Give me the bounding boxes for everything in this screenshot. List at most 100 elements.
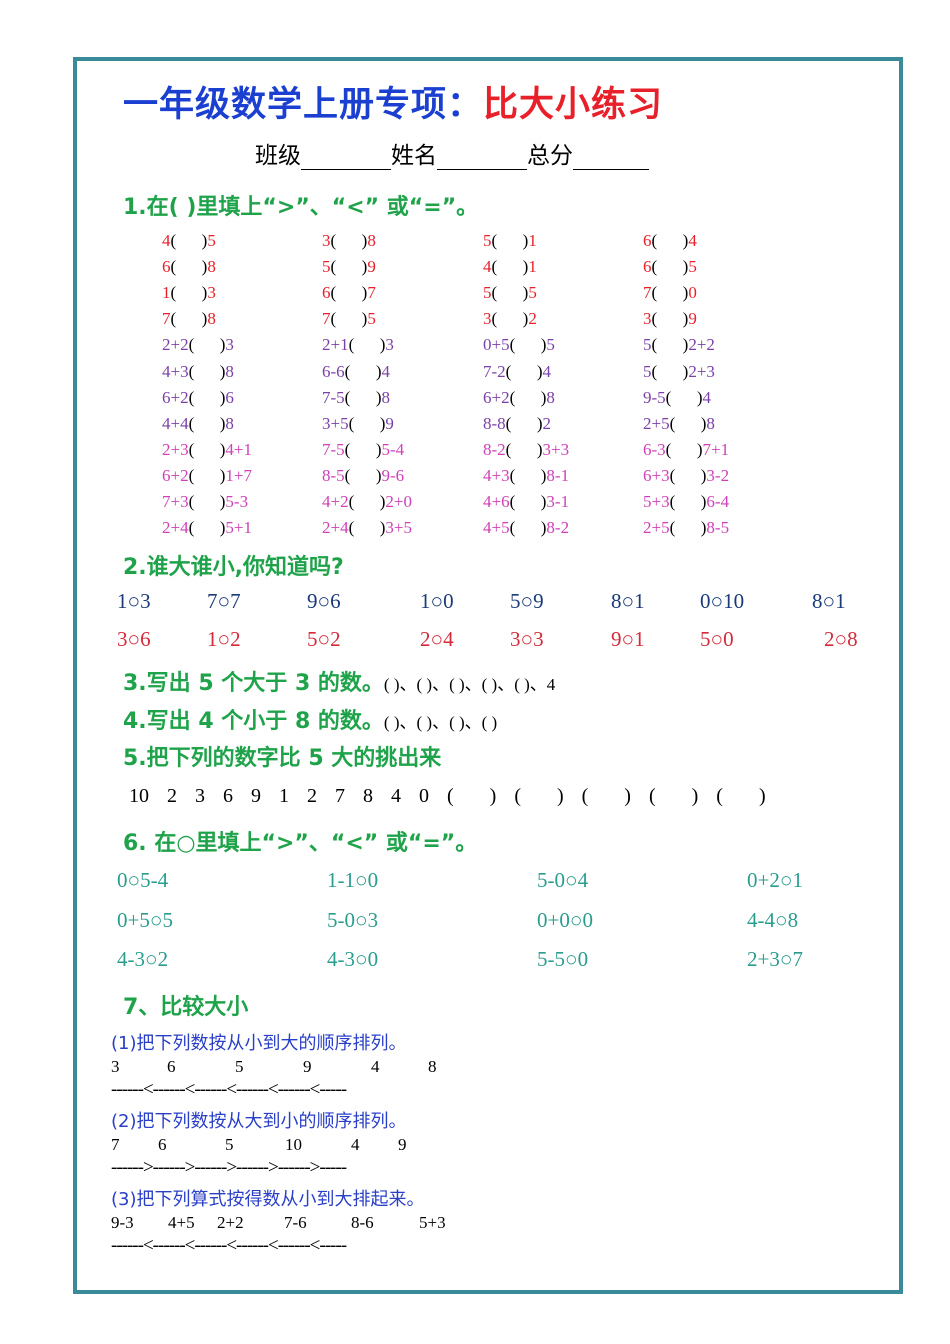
compare-item[interactable]: 2○8 — [824, 627, 858, 651]
compare-item[interactable]: 2+4( )3+5 — [322, 518, 412, 538]
compare-item[interactable]: 4( )5 — [162, 231, 216, 251]
compare-item[interactable]: 7( )5 — [322, 309, 376, 329]
answer-blank[interactable]: ( ) — [344, 387, 382, 407]
compare-item[interactable]: 6-6( )4 — [322, 362, 390, 382]
compare-item[interactable]: 6( )7 — [322, 283, 376, 303]
compare-item[interactable]: 1○2 — [207, 627, 241, 651]
answer-blank[interactable]: ( ) — [330, 283, 368, 303]
compare-item[interactable]: 4( )1 — [483, 257, 537, 277]
answer-blank[interactable]: ( ) — [330, 231, 368, 250]
compare-item[interactable]: 6+3( )3-2 — [643, 466, 729, 486]
compare-item[interactable]: 5-5○0 — [537, 947, 589, 971]
answer-blank[interactable]: ( ) — [491, 231, 529, 250]
compare-item[interactable]: 5-0○4 — [537, 868, 589, 892]
answer-blank[interactable]: ( ) — [344, 361, 382, 381]
answer-blank[interactable]: ( ) — [505, 413, 543, 433]
compare-item[interactable]: 4+5( )8-2 — [483, 518, 569, 538]
answer-blank[interactable]: ( ) — [669, 413, 707, 433]
answer-blank[interactable]: ( ) — [651, 231, 689, 250]
answer-blank[interactable]: ( ) — [509, 492, 547, 511]
compare-item[interactable]: 7( )8 — [162, 309, 216, 329]
answer-blank[interactable]: ( ) — [651, 335, 689, 355]
compare-item[interactable]: 3( )2 — [483, 309, 537, 329]
answer-blank[interactable]: ( ) — [669, 492, 707, 511]
compare-item[interactable]: 9○1 — [611, 627, 645, 651]
answer-blank[interactable]: ( ) — [651, 257, 689, 277]
compare-item[interactable]: 6+2( )1+7 — [162, 466, 252, 486]
answer-blank[interactable]: ( ) — [509, 465, 547, 485]
compare-item[interactable]: 5○9 — [510, 589, 544, 613]
answer-blank[interactable]: ( ) — [505, 439, 543, 459]
answer-blank[interactable]: ( ) — [651, 309, 689, 329]
answer-blank[interactable]: ( ) — [509, 335, 547, 355]
compare-item[interactable]: 0○5-4 — [117, 868, 169, 892]
compare-item[interactable]: 0+5( )5 — [483, 335, 555, 355]
compare-item[interactable]: 4-4○8 — [747, 907, 799, 932]
answer-blank[interactable]: ( ) — [665, 387, 703, 407]
compare-item[interactable]: 6( )5 — [643, 257, 697, 277]
compare-item[interactable]: 5○0 — [700, 627, 734, 651]
q5-numbers[interactable]: 10 2 3 6 9 1 2 7 8 4 0 ( ) ( ) ( ) ( ) (… — [129, 785, 766, 807]
compare-item[interactable]: 2+3○7 — [747, 947, 804, 971]
compare-item[interactable]: 4-3○2 — [117, 947, 169, 971]
compare-item[interactable]: 2+2( )3 — [162, 335, 234, 355]
answer-blank[interactable]: ( ) — [509, 518, 547, 538]
compare-item[interactable]: 2+5( )8-5 — [643, 518, 729, 538]
compare-item[interactable]: 2+1( )3 — [322, 335, 394, 355]
answer-blank[interactable]: ( ) — [669, 465, 707, 485]
compare-item[interactable]: 7( )0 — [643, 283, 697, 303]
compare-item[interactable]: 6-3( )7+1 — [643, 440, 729, 460]
compare-item[interactable]: 5+3( )6-4 — [643, 492, 729, 512]
compare-item[interactable]: 9-5( )4 — [643, 388, 711, 408]
compare-item[interactable]: 7○7 — [207, 589, 241, 613]
compare-item[interactable]: 3○6 — [117, 627, 151, 651]
compare-item[interactable]: 7-2( )4 — [483, 362, 551, 382]
compare-item[interactable]: 2+5( )8 — [643, 414, 715, 434]
compare-item[interactable]: 5( )1 — [483, 231, 537, 251]
compare-item[interactable]: 7-5( )8 — [322, 388, 390, 408]
compare-item[interactable]: 0+0○0 — [537, 907, 594, 932]
compare-item[interactable]: 8○1 — [812, 589, 846, 613]
compare-item[interactable]: 5( )5 — [483, 283, 537, 303]
compare-item[interactable]: 4+3( )8-1 — [483, 466, 569, 486]
compare-item[interactable]: 7+3( )5-3 — [162, 492, 248, 512]
compare-item[interactable]: 8○1 — [611, 589, 645, 613]
compare-item[interactable]: 8-5( )9-6 — [322, 466, 404, 486]
answer-blank[interactable]: ( ) — [348, 413, 386, 433]
compare-item[interactable]: 6( )8 — [162, 257, 216, 277]
compare-item[interactable]: 3( )9 — [643, 309, 697, 329]
answer-blank[interactable]: ( ) — [170, 283, 208, 303]
compare-item[interactable]: 4-3○0 — [327, 947, 379, 971]
answer-blank[interactable]: ( ) — [170, 257, 208, 277]
compare-item[interactable]: 8-8( )2 — [483, 414, 551, 434]
compare-item[interactable]: 3+5( )9 — [322, 414, 394, 434]
answer-blank[interactable]: ( ) — [170, 309, 208, 329]
answer-blank[interactable]: ( ) — [348, 492, 386, 511]
compare-item[interactable]: 4+4( )8 — [162, 414, 234, 434]
name-field[interactable] — [437, 145, 527, 170]
compare-item[interactable]: 5○2 — [307, 627, 341, 651]
q3-blanks[interactable]: ( )、( )、( )、( )、( )、4 — [383, 675, 556, 694]
class-field[interactable] — [301, 145, 391, 170]
compare-item[interactable]: 4+3( )8 — [162, 362, 234, 382]
answer-blank[interactable]: ( ) — [491, 257, 529, 277]
answer-blank[interactable]: ( ) — [188, 387, 226, 407]
compare-item[interactable]: 1-1○0 — [327, 868, 379, 892]
compare-item[interactable]: 4+6( )3-1 — [483, 492, 569, 512]
compare-item[interactable]: 5( )2+2 — [643, 335, 715, 355]
answer-blank[interactable]: ( ) — [651, 361, 689, 381]
answer-blank[interactable]: ( ) — [505, 361, 543, 381]
compare-item[interactable]: 1○0 — [420, 589, 454, 613]
answer-blank[interactable]: ( ) — [188, 465, 226, 485]
compare-item[interactable]: 1( )3 — [162, 283, 216, 303]
compare-item[interactable]: 9○6 — [307, 589, 341, 613]
compare-item[interactable]: 7-5( )5-4 — [322, 440, 404, 460]
answer-blank[interactable]: ( ) — [188, 335, 226, 355]
compare-item[interactable]: 2○4 — [420, 627, 454, 651]
answer-blank[interactable]: ( ) — [348, 335, 386, 355]
answer-line[interactable]: ------<------<------<------<------<----- — [111, 1235, 347, 1256]
compare-item[interactable]: 5( )9 — [322, 257, 376, 277]
answer-blank[interactable]: ( ) — [348, 518, 386, 538]
answer-blank[interactable]: ( ) — [491, 283, 529, 303]
compare-item[interactable]: 0+2○1 — [747, 868, 804, 892]
